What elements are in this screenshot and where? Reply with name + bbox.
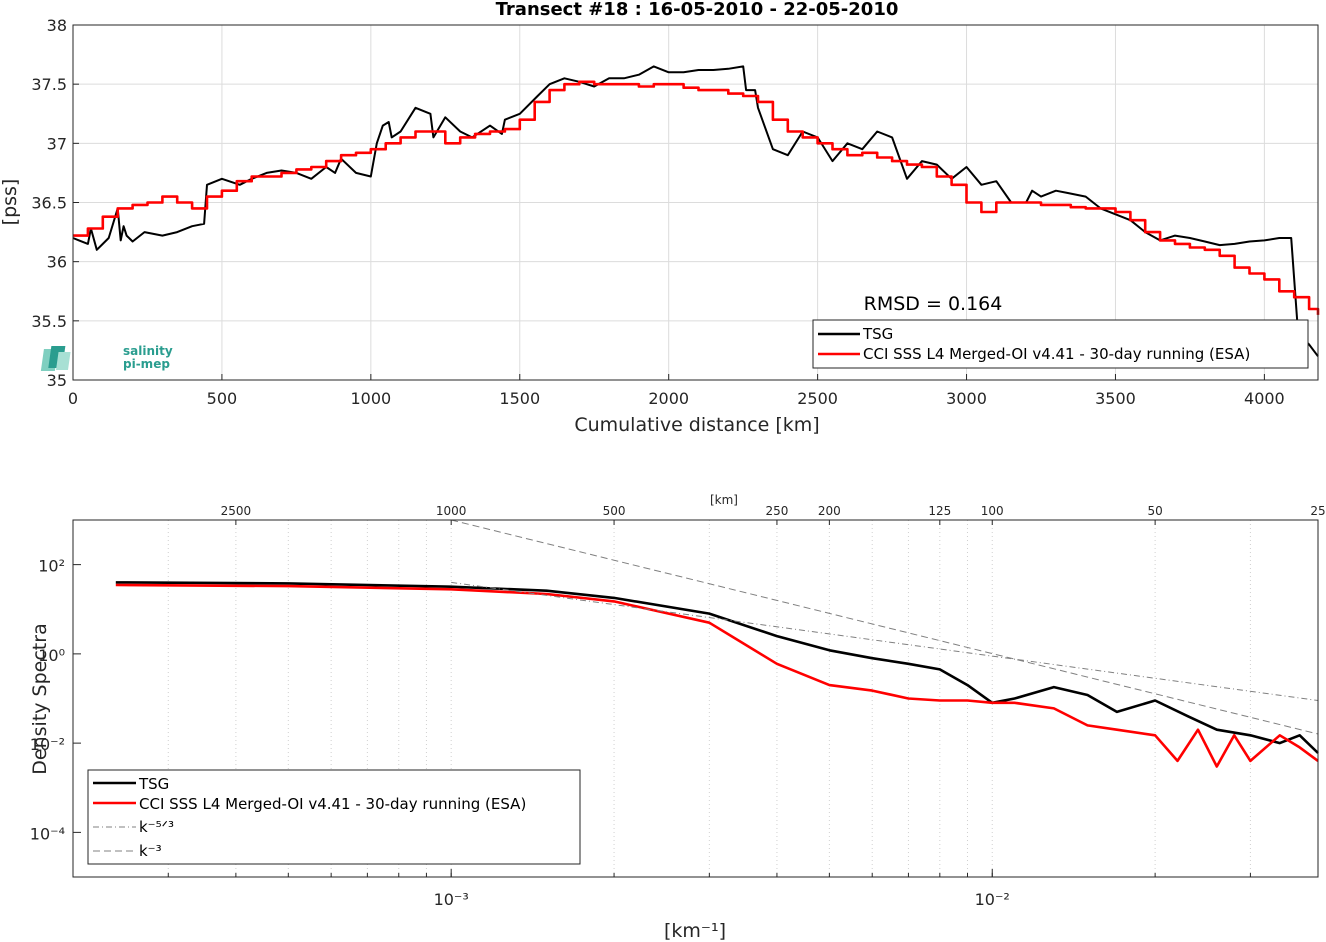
salinity-pi-mep-logo: salinity pi-mep [40,344,173,371]
bottom-k53-reference-line [451,581,1319,701]
rmsd-annotation: RMSD = 0.164 [864,293,1003,315]
top-ticks: 0 500 1000 1500 2000 2500 3000 3500 4000 35 35.5 36… [31,16,1284,408]
bottom-legend: TSG CCI SSS L4 Merged-OI v4.41 - 30-day … [87,769,581,865]
top-legend-tsg-label: TSG [862,325,893,343]
bottom-top-tick-label: 50 [1147,504,1162,518]
bottom-chart: 10⁻³ 10⁻² 10² 10⁰ 10⁻² 10⁻⁴ 2500 1000 500 250 200 1… [29,493,1326,942]
bottom-x-axis-label: [km⁻¹] [664,920,726,942]
top-y-tick-label: 36.5 [31,194,67,213]
top-y-tick-label: 37.5 [31,75,67,94]
logo-line1: salinity [123,344,173,358]
bottom-legend-k53-label: k⁻⁵ᐟ³ [139,818,174,836]
top-x-tick-label: 2000 [648,389,689,408]
top-legend-cci-label: CCI SSS L4 Merged-OI v4.41 - 30-day runn… [863,345,1250,363]
top-x-tick-label: 4000 [1244,389,1285,408]
bottom-top-tick-label: 100 [981,504,1004,518]
top-y-tick-label: 35.5 [31,312,67,331]
bottom-top-tick-label: 2500 [221,504,252,518]
top-legend-box [812,319,1309,369]
top-y-axis-label: [pss] [0,179,21,226]
logo-line2: pi-mep [123,357,170,371]
bottom-y-tick-label: 10⁰ [38,646,65,665]
bottom-legend-cci-label: CCI SSS L4 Merged-OI v4.41 - 30-day runn… [139,795,526,813]
bottom-x-tick-label: 10⁻³ [434,890,469,909]
top-y-tick-label: 37 [47,134,67,153]
top-x-tick-label: 0 [68,389,78,408]
bottom-top-tick-label: 1000 [436,504,467,518]
bottom-plot-frame [72,519,1319,878]
top-chart-title: Transect #18 : 16-05-2010 - 22-05-2010 [496,0,899,20]
bottom-ticks: 10⁻³ 10⁻² 10² 10⁰ 10⁻² 10⁻⁴ 2500 1000 500 250 200 1… [30,504,1326,909]
bottom-legend-k3-label: k⁻³ [139,842,162,860]
bottom-top-tick-label: 125 [928,504,951,518]
top-y-tick-label: 36 [47,253,67,272]
bottom-top-tick-label: 500 [603,504,626,518]
bottom-legend-tsg-label: TSG [138,775,169,793]
top-x-tick-label: 3500 [1095,389,1136,408]
top-chart: Transect #18 : 16-05-2010 - 22-05-2010 0… [0,0,1320,436]
top-plot-frame [72,24,1319,381]
bottom-legend-box [87,769,581,865]
top-x-tick-label: 500 [207,389,238,408]
top-y-tick-label: 38 [47,16,67,35]
bottom-k3-reference-line [451,519,1319,735]
top-x-tick-label: 1500 [499,389,540,408]
bottom-x-tick-label: 10⁻² [975,890,1010,909]
top-x-tick-label: 1000 [350,389,391,408]
bottom-tsg-spectrum-line [115,581,1319,754]
top-legend: TSG CCI SSS L4 Merged-OI v4.41 - 30-day … [812,319,1309,369]
top-series [72,65,1320,357]
top-tsg-line [72,65,1319,357]
logo-glyph-icon [40,346,71,371]
top-y-tick-label: 35 [47,371,67,390]
bottom-top-tick-label: 25 [1310,504,1325,518]
bottom-cci-spectrum-line [115,583,1319,768]
bottom-top-tick-label: 250 [765,504,788,518]
bottom-y-tick-label: 10⁻⁴ [30,824,65,843]
bottom-y-tick-label: 10² [38,557,65,576]
bottom-top-axis-label: [km] [710,493,738,507]
bottom-y-axis-label: Density Spectra [29,623,51,774]
bottom-y-tick-label: 10⁻² [30,735,65,754]
bottom-series [115,519,1319,768]
bottom-top-tick-label: 200 [818,504,841,518]
top-cci-line [73,80,1320,315]
top-x-tick-label: 2500 [797,389,838,408]
top-x-tick-label: 3000 [946,389,987,408]
top-x-axis-label: Cumulative distance [km] [574,414,819,436]
